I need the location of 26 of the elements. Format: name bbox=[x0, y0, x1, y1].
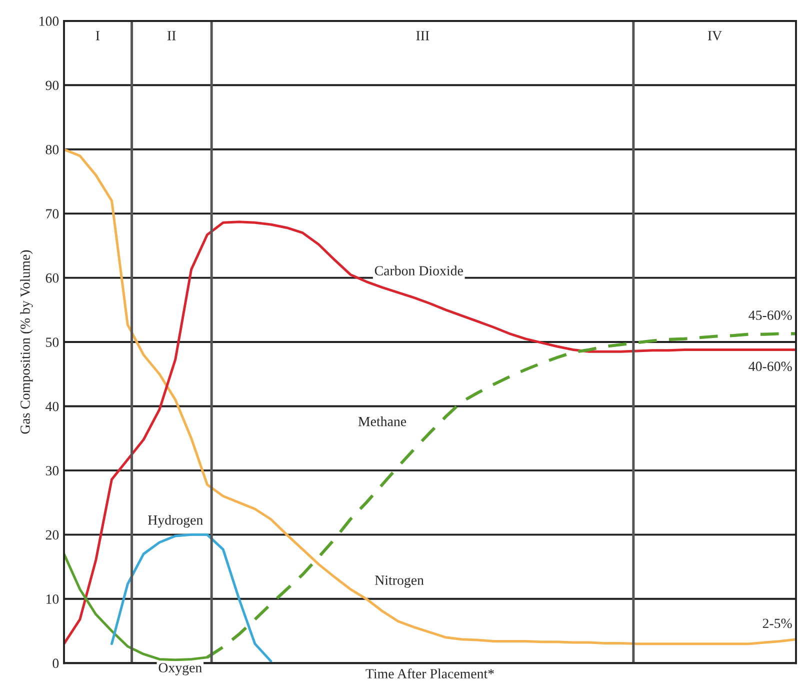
y-tick-label: 90 bbox=[46, 80, 59, 90]
series-label: Oxygen bbox=[158, 663, 202, 676]
y-tick-label: 20 bbox=[46, 530, 59, 540]
series-label: Hydrogen bbox=[148, 514, 203, 528]
y-tick-label: 0 bbox=[52, 658, 59, 668]
y-tick-label: 100 bbox=[40, 16, 59, 26]
annotation: 2-5% bbox=[762, 618, 792, 628]
annotation: III bbox=[416, 31, 430, 40]
y-axis-title: Gas Composition (% by Volume) bbox=[20, 250, 33, 434]
x-axis-title: Time After Placement* bbox=[366, 668, 494, 678]
y-tick-label: 60 bbox=[46, 273, 59, 283]
annotation: 45-60% bbox=[748, 310, 792, 320]
series-label: Carbon Dioxide bbox=[374, 266, 463, 276]
y-tick-label: 80 bbox=[46, 144, 59, 154]
series-label: Nitrogen bbox=[375, 576, 424, 588]
y-tick-label: 50 bbox=[46, 338, 59, 347]
series-label: Methane bbox=[358, 416, 406, 426]
annotation: II bbox=[167, 31, 176, 40]
annotation: IV bbox=[708, 31, 722, 40]
y-tick-label: 40 bbox=[46, 402, 59, 412]
line-series bbox=[110, 533, 272, 662]
y-tick-label: 30 bbox=[46, 466, 59, 476]
annotation: 40-60% bbox=[748, 362, 792, 372]
y-tick-label: 10 bbox=[46, 594, 59, 604]
annotation: I bbox=[96, 31, 100, 40]
y-tick-label: 70 bbox=[46, 209, 59, 219]
